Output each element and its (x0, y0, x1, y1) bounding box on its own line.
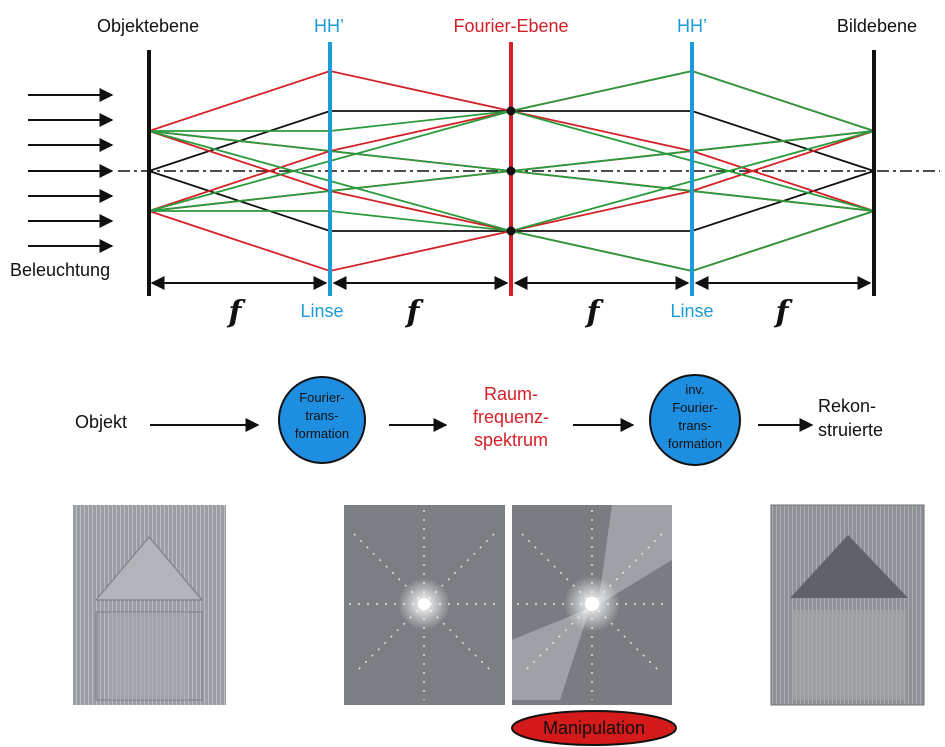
label-fourier-ebene: Fourier-Ebene (453, 16, 568, 36)
spectrum-line-2: frequenz- (473, 407, 549, 427)
focal-label-2: f (405, 295, 425, 330)
manipulation-badge: Manipulation (511, 710, 677, 746)
focal-label-4: f (774, 295, 794, 330)
ift-line-4: formation (668, 436, 722, 451)
recon-line-1: Rekon- (818, 396, 876, 416)
illumination-arrows (28, 88, 114, 253)
ift-line-3: trans- (678, 418, 711, 433)
manipulation-label: Manipulation (543, 718, 645, 738)
label-hh-left: HH’ (314, 16, 344, 36)
inverse-fourier-transform-node: inv. Fourier- trans- formation (649, 374, 741, 466)
focal-label-3: f (585, 295, 605, 330)
spectrum-image (344, 505, 505, 705)
label-linse-right: Linse (670, 301, 713, 321)
spectrum-line-3: spektrum (474, 430, 548, 450)
object-image (73, 505, 226, 705)
ift-line-2: Fourier- (672, 400, 718, 415)
label-objektebene: Objektebene (97, 16, 199, 36)
ift-line-1: inv. (685, 382, 704, 397)
label-linse-left: Linse (300, 301, 343, 321)
ft-line-2: trans- (305, 408, 338, 423)
label-bildebene: Bildebene (837, 16, 917, 36)
reconstructed-image (770, 504, 925, 706)
label-beleuchtung: Beleuchtung (10, 260, 110, 280)
manipulated-spectrum-image (512, 505, 672, 705)
label-hh-right: HH’ (677, 16, 707, 36)
spectrum-label: Raum- frequenz- spektrum (473, 384, 549, 450)
fourier-transform-node: Fourier- trans- formation (278, 376, 366, 464)
recon-line-2: struierte (818, 420, 883, 440)
flow-objekt: Objekt (75, 412, 127, 432)
focal-label-1: f (227, 295, 247, 330)
fourier-focus-points (506, 106, 516, 236)
ft-line-3: formation (295, 426, 349, 441)
spectrum-line-1: Raum- (484, 384, 538, 404)
ft-line-1: Fourier- (299, 390, 345, 405)
